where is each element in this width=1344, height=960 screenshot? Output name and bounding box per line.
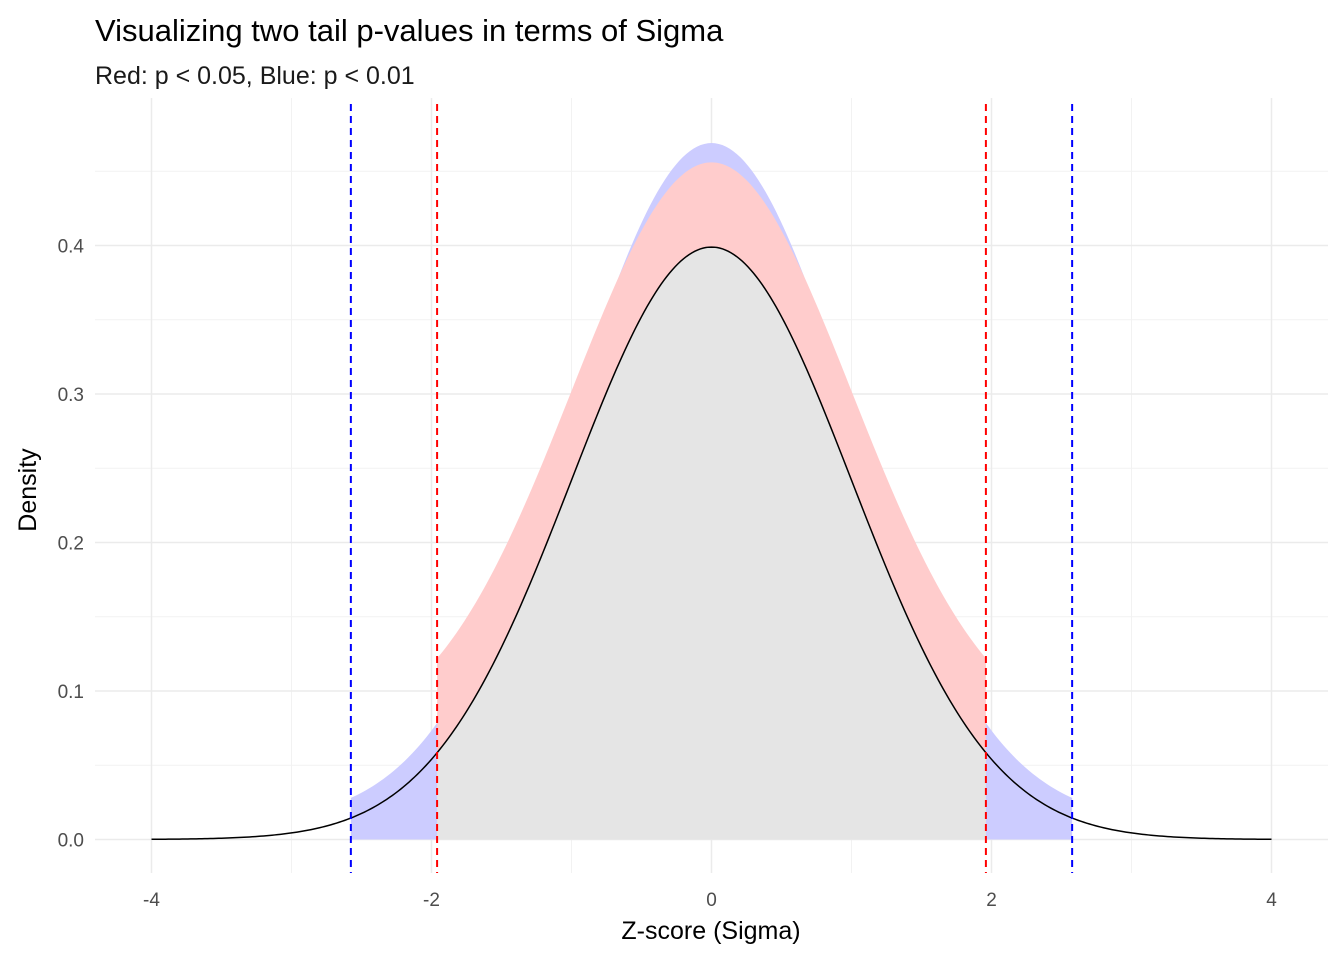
threshold-lines xyxy=(349,104,1074,873)
y-axis-title: Density xyxy=(14,448,42,532)
y-tick-label-1: 0.1 xyxy=(58,682,84,703)
x-tick-label-3: 2 xyxy=(986,890,997,911)
y-tick-label-3: 0.3 xyxy=(58,385,84,406)
central-area xyxy=(437,247,986,840)
y-tick-label-2: 0.2 xyxy=(58,534,84,555)
density-curve xyxy=(151,246,1272,841)
y-tick-label-0: 0.0 xyxy=(58,831,84,852)
x-tick-label-4: 4 xyxy=(1266,890,1277,911)
chart-title: Visualizing two tail p-values in terms o… xyxy=(95,13,724,48)
x-tick-label-1: -2 xyxy=(423,890,440,911)
x-tick-label-0: -4 xyxy=(143,890,160,911)
x-tick-label-2: 0 xyxy=(706,890,717,911)
y-tick-label-4: 0.4 xyxy=(58,237,85,258)
density-curve-group xyxy=(151,246,1272,841)
x-axis-title: Z-score (Sigma) xyxy=(621,917,800,945)
y-axis-ticks: 0.0 0.1 0.2 0.3 0.4 xyxy=(58,237,85,852)
density-areas xyxy=(350,143,1073,840)
x-axis-ticks: -4 -2 0 2 4 xyxy=(143,890,1277,911)
chart-subtitle: Red: p < 0.05, Blue: p < 0.01 xyxy=(95,62,415,90)
